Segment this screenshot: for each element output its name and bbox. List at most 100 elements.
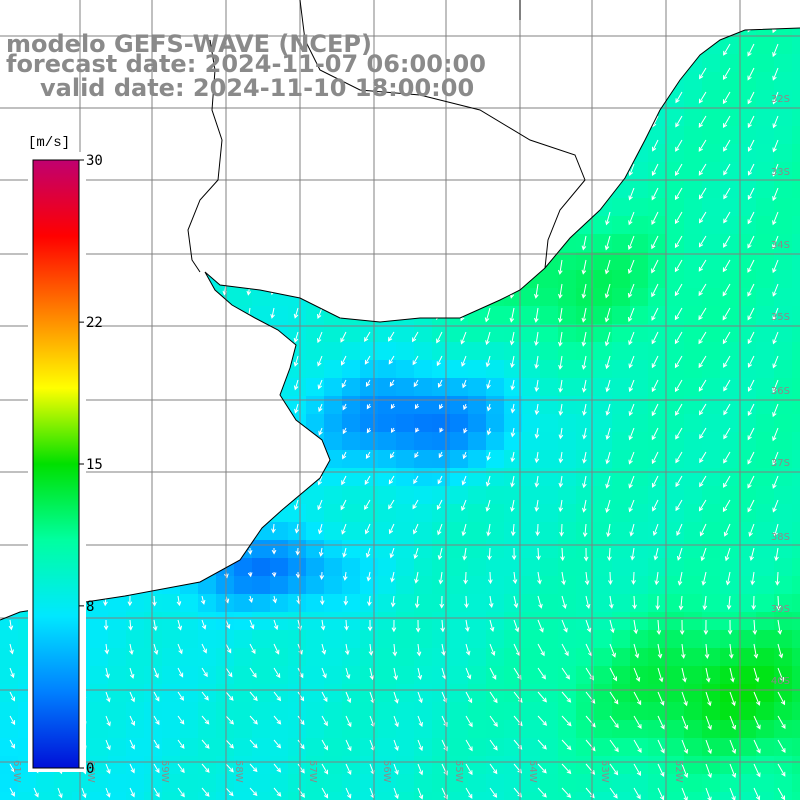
wind-arrow	[174, 499, 179, 511]
field-cell	[594, 792, 613, 800]
field-cell	[612, 450, 631, 469]
field-cell	[612, 486, 631, 505]
wind-arrow	[201, 691, 209, 701]
wind-arrow	[651, 331, 659, 345]
wind-arrow	[317, 475, 323, 486]
field-cell	[558, 108, 577, 127]
field-cell	[126, 324, 145, 343]
field-cell	[594, 738, 613, 757]
field-cell	[36, 684, 55, 703]
field-cell	[756, 126, 775, 145]
wind-arrow	[772, 43, 779, 58]
wind-arrow	[436, 115, 443, 128]
field-cell	[126, 630, 145, 649]
wind-arrow	[246, 211, 252, 224]
field-cell	[54, 270, 73, 289]
wind-arrow	[654, 571, 660, 586]
wind-arrow	[390, 595, 396, 608]
wind-arrow	[198, 187, 203, 200]
wind-arrow	[747, 115, 755, 129]
wind-arrow	[388, 499, 395, 510]
field-cell	[342, 396, 361, 415]
field-cell	[540, 684, 559, 703]
wind-arrow	[417, 667, 423, 680]
wind-arrow	[485, 499, 491, 512]
field-cell	[630, 270, 649, 289]
field-cell	[396, 360, 415, 379]
wind-arrow	[723, 523, 731, 537]
field-cell	[270, 180, 289, 199]
field-cell	[162, 702, 181, 721]
wind-arrow	[729, 667, 735, 683]
wind-arrow	[609, 739, 619, 753]
field-cell	[558, 756, 577, 775]
wind-arrow	[581, 91, 587, 105]
field-cell	[126, 198, 145, 217]
field-cell	[738, 648, 757, 667]
wind-arrow	[436, 163, 443, 176]
wind-arrow	[558, 307, 563, 323]
field-cell	[432, 738, 451, 757]
field-cell	[612, 558, 631, 577]
field-cell	[792, 756, 800, 775]
field-cell	[18, 792, 37, 800]
wind-arrow	[489, 619, 495, 632]
field-cell	[540, 576, 559, 595]
lon-labels: 61W 60W 59W 58W 57W 56W 55W 54W 53W 52W	[11, 760, 684, 783]
wind-arrow	[199, 547, 205, 558]
field-cell	[792, 144, 800, 163]
field-cell	[108, 198, 127, 217]
field-cell	[270, 558, 289, 577]
field-cell	[198, 702, 217, 721]
wind-arrow	[698, 331, 707, 345]
field-cell	[288, 648, 307, 667]
wind-arrow	[173, 163, 179, 176]
wind-arrow	[316, 307, 323, 320]
wind-arrow	[198, 403, 204, 415]
field-cell	[774, 450, 793, 469]
field-cell	[396, 792, 415, 800]
field-cell	[612, 28, 631, 37]
field-cell	[594, 504, 613, 523]
wind-arrow	[321, 763, 329, 775]
wind-arrow	[747, 427, 755, 441]
field-cell	[360, 414, 379, 433]
field-cell	[396, 486, 415, 505]
wind-arrow	[225, 715, 235, 725]
wind-arrow	[435, 259, 443, 272]
wind-arrow	[605, 211, 611, 226]
field-cell	[306, 648, 325, 667]
lat-label: 40S	[771, 676, 790, 687]
field-cell	[684, 612, 703, 631]
field-cell	[36, 576, 55, 595]
wind-arrow	[698, 139, 707, 152]
wind-arrow	[605, 67, 611, 81]
wind-arrow	[558, 211, 563, 227]
field-cell	[234, 252, 253, 271]
wind-arrow	[677, 571, 683, 586]
field-cell	[396, 630, 415, 649]
field-cell	[342, 234, 361, 253]
field-cell	[702, 252, 721, 271]
field-cell	[36, 414, 55, 433]
wind-arrow	[674, 307, 683, 321]
wind-arrow	[173, 139, 179, 151]
field-cell	[360, 234, 379, 253]
wind-arrow	[9, 739, 15, 749]
wind-arrow	[103, 619, 109, 631]
field-cell	[252, 738, 271, 757]
field-cell	[756, 450, 775, 469]
wind-arrow	[5, 379, 11, 390]
field-cell	[180, 702, 199, 721]
field-cell	[684, 792, 703, 800]
wind-arrow	[29, 307, 35, 317]
wind-arrow	[628, 451, 635, 465]
field-cell	[630, 522, 649, 541]
wind-arrow	[412, 355, 419, 366]
field-cell	[594, 432, 613, 451]
field-cell	[720, 198, 739, 217]
field-cell	[288, 558, 307, 577]
field-cell	[360, 126, 379, 145]
field-cell	[450, 594, 469, 613]
